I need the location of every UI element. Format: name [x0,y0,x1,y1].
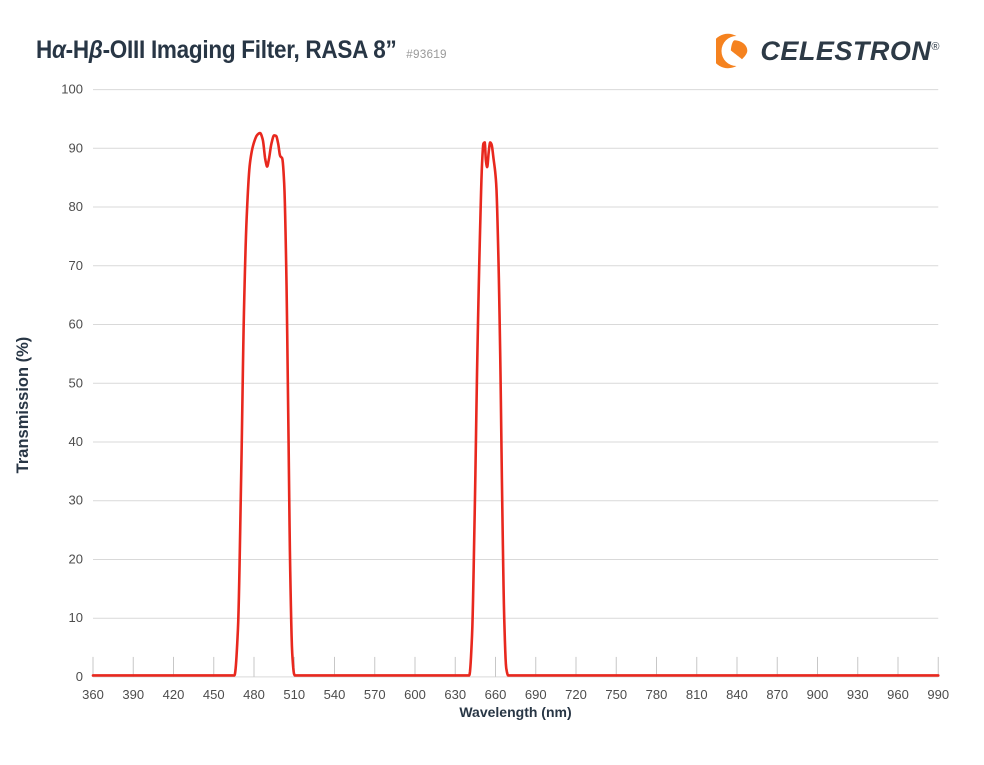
svg-text:50: 50 [69,375,83,390]
svg-text:870: 870 [766,687,788,702]
svg-text:70: 70 [69,258,83,273]
svg-text:510: 510 [283,687,305,702]
svg-text:960: 960 [887,687,909,702]
svg-text:30: 30 [69,493,83,508]
svg-text:0: 0 [76,669,83,684]
svg-text:930: 930 [847,687,869,702]
svg-text:10: 10 [69,610,83,625]
svg-text:480: 480 [243,687,265,702]
svg-text:810: 810 [686,687,708,702]
svg-text:720: 720 [565,687,587,702]
svg-text:80: 80 [69,199,83,214]
svg-text:750: 750 [605,687,627,702]
svg-text:420: 420 [163,687,185,702]
svg-text:990: 990 [927,687,949,702]
svg-text:900: 900 [807,687,829,702]
svg-text:840: 840 [726,687,748,702]
svg-text:90: 90 [69,140,83,155]
svg-text:540: 540 [324,687,346,702]
svg-text:570: 570 [364,687,386,702]
svg-text:40: 40 [69,434,83,449]
svg-text:660: 660 [485,687,507,702]
svg-text:630: 630 [444,687,466,702]
svg-text:100: 100 [61,82,83,97]
svg-text:360: 360 [82,687,104,702]
svg-text:450: 450 [203,687,225,702]
svg-text:690: 690 [525,687,547,702]
svg-text:780: 780 [646,687,668,702]
svg-text:390: 390 [122,687,144,702]
svg-text:20: 20 [69,551,83,566]
svg-text:600: 600 [404,687,426,702]
svg-text:60: 60 [69,317,83,332]
